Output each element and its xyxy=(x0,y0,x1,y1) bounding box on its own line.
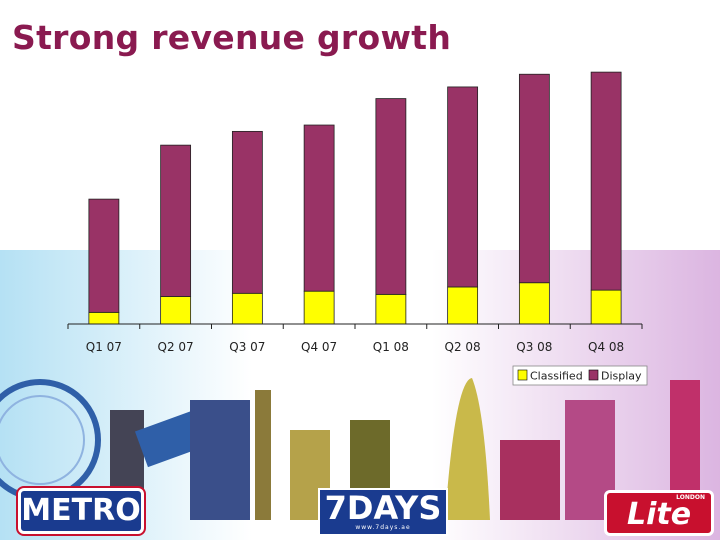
bar-classified-q4-07 xyxy=(303,290,335,325)
bar-display-q2-07 xyxy=(160,144,192,297)
legend-swatch-display xyxy=(588,369,599,381)
x-tick-label: Q2 07 xyxy=(158,340,194,354)
bar-display-q1-08 xyxy=(375,98,407,295)
bar-classified-q2-08 xyxy=(447,286,479,325)
x-tick-label: Q4 08 xyxy=(588,340,624,354)
metro-logo-text: METRO xyxy=(21,493,141,528)
legend: Classified Display xyxy=(512,365,648,386)
x-tick-label: Q3 07 xyxy=(229,340,265,354)
metro-logo: METRO xyxy=(18,488,144,534)
lite-logo-sub: LONDON xyxy=(676,494,705,501)
lloyds-building-icon xyxy=(190,400,250,520)
bar-display-q1-07 xyxy=(88,198,120,313)
x-tick-label: Q1 08 xyxy=(373,340,409,354)
7days-logo-url: www.7days.ae xyxy=(355,524,411,531)
bar-classified-q3-08 xyxy=(518,282,550,325)
x-axis xyxy=(67,323,643,329)
revenue-bar-chart: Q1 07 Q2 07 Q3 07 Q4 07 Q1 08 Q2 08 Q3 08 Q4 08… xyxy=(67,71,648,386)
legend-label-display: Display xyxy=(601,370,642,383)
legend-box xyxy=(512,365,648,386)
newspaper-vendor-icon xyxy=(500,440,560,520)
bar-classified-q2-07 xyxy=(160,296,192,325)
x-tick-label: Q4 07 xyxy=(301,340,337,354)
lite-logo: Lite LONDON xyxy=(604,490,714,536)
london-eye-icon xyxy=(0,379,101,501)
lite-logo-text: Lite xyxy=(626,497,692,532)
bar-display-q3-08 xyxy=(518,73,550,284)
bar-classified-q1-07 xyxy=(88,311,120,325)
bar-display-q4-07 xyxy=(303,124,335,292)
bar-display-q2-08 xyxy=(447,86,479,288)
bar-classified-q4-08 xyxy=(590,289,622,325)
7days-logo: 7DAYS www.7days.ae xyxy=(318,488,448,536)
minaret-icon xyxy=(255,390,271,520)
x-tick-label: Q3 08 xyxy=(516,340,552,354)
bar-classified-q3-07 xyxy=(231,292,263,325)
bar-display-q3-07 xyxy=(231,130,263,294)
x-tick-label: Q2 08 xyxy=(445,340,481,354)
7days-logo-text: 7DAYS xyxy=(324,489,442,527)
bar-classified-q1-08 xyxy=(375,293,407,325)
legend-label-classified: Classified xyxy=(530,370,583,383)
bars-group xyxy=(88,71,622,325)
building-icon xyxy=(134,410,205,468)
bar-display-q4-08 xyxy=(590,71,622,291)
burj-al-arab-icon xyxy=(445,378,490,520)
x-tick-label: Q1 07 xyxy=(86,340,122,354)
legend-swatch-classified xyxy=(517,369,528,381)
page-title: Strong revenue growth xyxy=(12,18,452,57)
x-tick-labels: Q1 07 Q2 07 Q3 07 Q4 07 Q1 08 Q2 08 Q3 08 Q4 08 xyxy=(86,340,624,354)
